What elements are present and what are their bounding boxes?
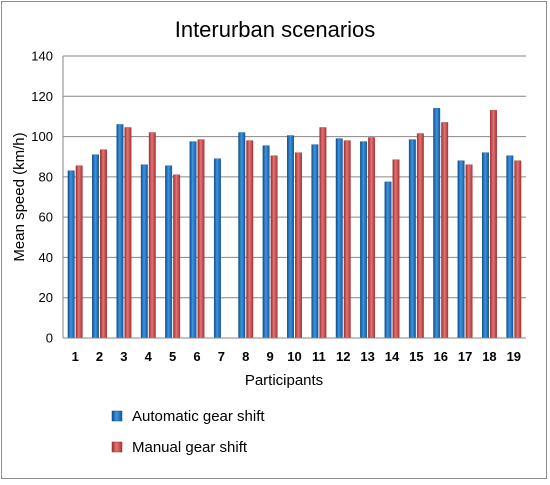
y-tick-labels: 0 20 40 60 80 100 120 140	[31, 49, 53, 346]
bar-automatic-14	[384, 181, 392, 339]
legend-label-automatic: Automatic gear shift	[132, 408, 265, 425]
bar-manual-12	[343, 140, 351, 339]
bar-automatic-3	[116, 124, 124, 339]
x-tick-label: 13	[360, 349, 374, 364]
x-tick-label: 19	[507, 349, 521, 364]
x-tick-label: 5	[169, 349, 176, 364]
plot-area-background	[63, 56, 526, 338]
x-tick-label: 2	[96, 349, 103, 364]
bar-manual-15	[416, 133, 424, 339]
y-tick-label: 0	[46, 331, 53, 346]
y-tick-label: 100	[31, 129, 53, 144]
legend-label-manual: Manual gear shift	[132, 439, 248, 456]
gridlines	[63, 55, 526, 299]
x-tick-label: 14	[385, 349, 400, 364]
y-tick-label: 80	[39, 169, 53, 184]
chart-svg: Interurban scenarios 020406080100120140 …	[11, 17, 526, 456]
x-axis-title: Participants	[245, 372, 323, 389]
bar-manual-6	[197, 139, 205, 339]
bar-manual-17	[465, 164, 473, 339]
x-tick-labels: 1 2 3 4 5 6 7 8 9 10 11 12 13 14 15 16 17 18 19	[72, 349, 521, 364]
x-tick-label: 16	[433, 349, 447, 364]
bar-manual-14	[392, 159, 400, 339]
y-tick-label: 140	[31, 49, 53, 64]
bar-manual-2	[100, 149, 108, 339]
bar-manual-13	[368, 137, 376, 339]
bar-automatic-11	[311, 144, 319, 339]
chart-frame: Interurban scenarios 0 20 40 60 80 100 120 140 …	[1, 1, 547, 479]
x-tick-label: 9	[267, 349, 274, 364]
legend-item-manual: Manual gear shift	[111, 439, 248, 456]
x-tick-label: 10	[287, 349, 301, 364]
bar-automatic-4	[140, 164, 148, 339]
x-tick-label: 11	[312, 349, 326, 364]
legend-item-automatic: Automatic gear shift	[111, 408, 265, 425]
bar-automatic-13	[360, 141, 368, 339]
y-axis-title: Mean speed (km/h)	[11, 132, 28, 261]
bar-manual-5	[173, 174, 181, 339]
x-tick-label: 18	[482, 349, 496, 364]
x-tick-label: 4	[145, 349, 153, 364]
x-tick-label: 7	[218, 349, 225, 364]
bar-manual-18	[489, 110, 497, 339]
bar-automatic-6	[189, 141, 197, 339]
bar-manual-8	[246, 140, 254, 339]
bar-automatic-5	[165, 165, 173, 339]
bar-automatic-16	[433, 108, 441, 339]
x-tick-label: 15	[409, 349, 423, 364]
bar-manual-11	[319, 127, 327, 339]
bar-manual-10	[295, 152, 302, 339]
bar-automatic-8	[238, 132, 246, 339]
chart-title: Interurban scenarios	[175, 17, 376, 42]
bar-automatic-7	[213, 158, 221, 339]
y-tick-label: 60	[39, 210, 53, 225]
bar-automatic-9	[262, 145, 270, 339]
bar-manual-4	[148, 132, 156, 339]
bar-manual-3	[124, 127, 132, 339]
bar-manual-9	[270, 155, 278, 339]
legend-swatch-manual	[111, 441, 123, 453]
y-tick-label: 40	[39, 250, 53, 265]
bar-automatic-10	[287, 135, 294, 339]
y-tick-label: 120	[31, 89, 53, 104]
bar-manual-19	[514, 160, 522, 339]
x-tick-label: 1	[72, 349, 79, 364]
bar-automatic-15	[408, 139, 416, 339]
bar-manual-1	[75, 165, 83, 339]
bars	[67, 108, 522, 339]
bar-automatic-12	[335, 138, 343, 339]
y-tick-label: 20	[39, 290, 53, 305]
bar-automatic-1	[67, 170, 75, 339]
bar-automatic-2	[92, 154, 100, 339]
legend-swatch-automatic	[111, 410, 123, 422]
x-tick-label: 12	[336, 349, 350, 364]
x-tick-label: 17	[458, 349, 472, 364]
bar-automatic-17	[457, 160, 465, 339]
bar-manual-16	[441, 122, 449, 339]
x-tick-label: 6	[193, 349, 200, 364]
x-tick-label: 8	[242, 349, 249, 364]
x-tick-label: 3	[120, 349, 127, 364]
bar-automatic-18	[481, 152, 489, 339]
legend: Automatic gear shift Manual gear shift	[111, 408, 265, 456]
bar-automatic-19	[506, 155, 514, 339]
